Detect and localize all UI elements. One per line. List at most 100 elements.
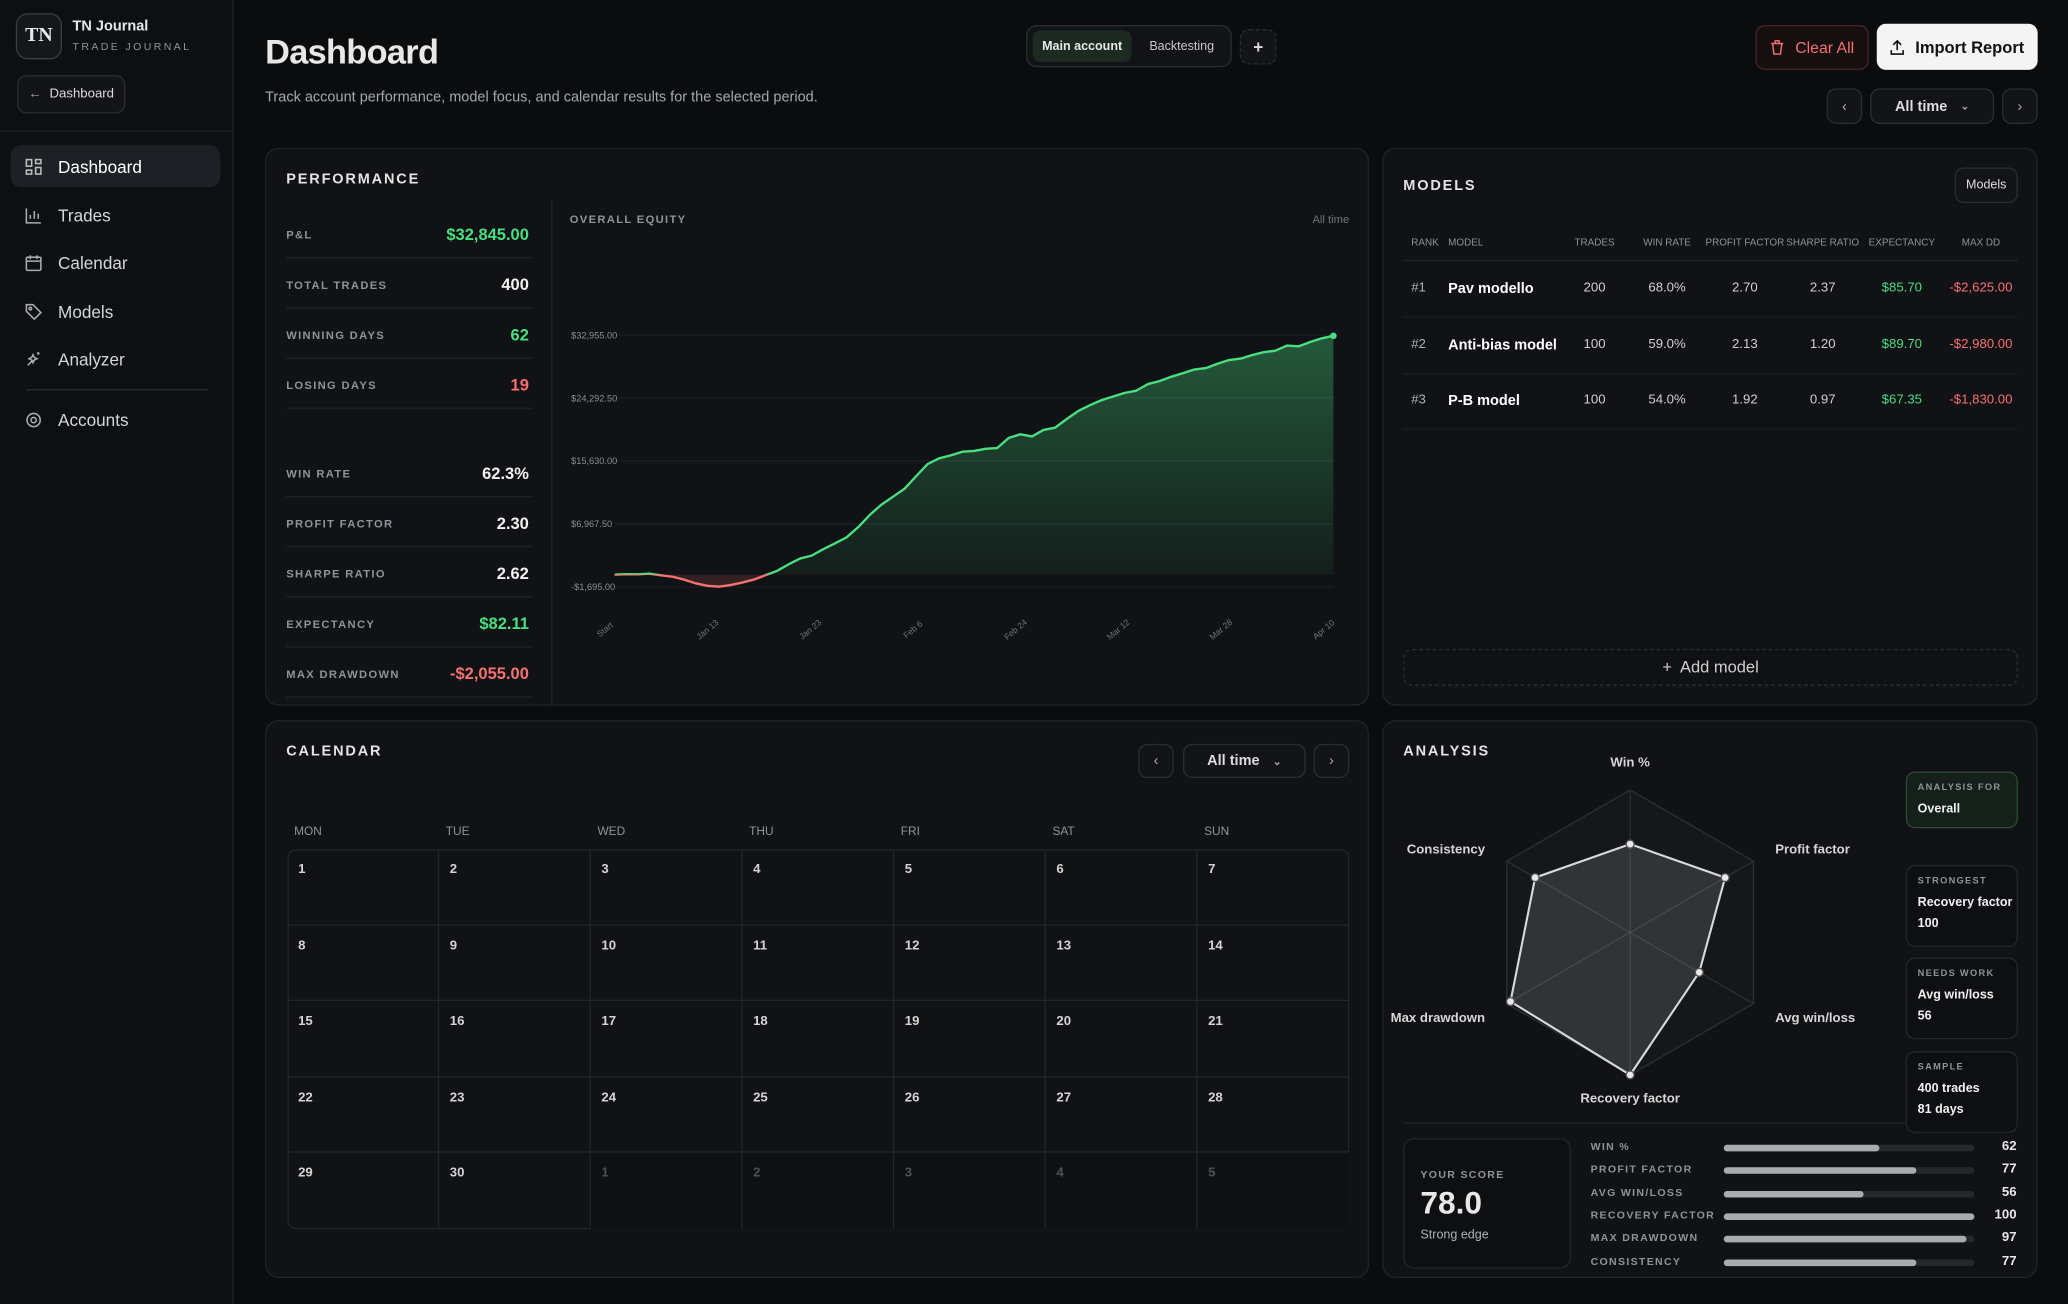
nav-item[interactable]: Dashboard	[10, 145, 221, 188]
divider	[1403, 428, 2018, 430]
calendar-day[interactable]	[894, 1152, 1046, 1229]
day-number: 1	[601, 1165, 609, 1181]
stat-value: -$2,055.00	[450, 664, 529, 684]
import-button[interactable]: Import Report	[1876, 23, 2038, 70]
calendar-day[interactable]	[1045, 849, 1198, 926]
models-button[interactable]: Models	[1954, 167, 2018, 204]
calendar-day[interactable]	[590, 849, 743, 926]
column-header: RANK	[1411, 236, 1439, 248]
add-model-button[interactable]: + Add model	[1403, 648, 2018, 686]
nav-item[interactable]: Analyzer	[11, 338, 221, 380]
radar-point	[1694, 967, 1704, 977]
calendar-day[interactable]	[1045, 1152, 1198, 1229]
table-cell: 59.0%	[1648, 336, 1686, 352]
nav-item[interactable]: Trades	[11, 194, 221, 236]
x-tick-label: Apr 10	[1311, 617, 1337, 641]
nav-item[interactable]: Models	[11, 290, 221, 332]
divider	[1403, 259, 2018, 262]
chart-title: OVERALL EQUITY	[569, 212, 687, 226]
calendar-day[interactable]	[287, 925, 440, 1002]
calendar-day[interactable]	[439, 925, 591, 1002]
day-number: 19	[904, 1014, 920, 1029]
calendar-day[interactable]	[742, 849, 895, 926]
day-number: 1	[298, 862, 306, 878]
tab-active[interactable]: Main account	[1032, 30, 1132, 62]
tab[interactable]: Backtesting	[1149, 38, 1215, 54]
divider	[551, 199, 553, 707]
calendar-day[interactable]	[894, 925, 1046, 1002]
calendar-day[interactable]	[742, 925, 895, 1002]
period-select[interactable]: All time ⌄	[1870, 88, 1995, 124]
prev-month[interactable]: ‹	[1138, 743, 1174, 779]
calendar-day[interactable]	[1197, 1077, 1350, 1153]
calendar-day[interactable]	[1197, 1152, 1350, 1229]
analysis-card	[1905, 864, 2018, 947]
clear-button[interactable]: Clear All	[1755, 25, 1869, 70]
calendar-period-select[interactable]: All time ⌄	[1183, 743, 1306, 779]
day-number: 10	[601, 938, 617, 953]
calendar-day[interactable]	[1197, 849, 1350, 926]
day-number: 16	[449, 1014, 465, 1029]
bar	[1723, 1167, 1917, 1175]
calendar-day[interactable]	[287, 849, 440, 926]
table-cell: #3	[1411, 393, 1426, 408]
day-number: 5	[1208, 1165, 1216, 1181]
calendar-day[interactable]	[894, 849, 1046, 926]
calendar-day[interactable]	[1045, 1076, 1198, 1153]
calendar-day[interactable]	[742, 1152, 895, 1229]
next-period[interactable]: ›	[2002, 88, 2038, 124]
card-text: Overall	[1917, 801, 1961, 817]
calendar-day[interactable]	[894, 1001, 1046, 1077]
page-subtitle: Track account performance, model focus, …	[265, 89, 818, 106]
y-tick-label: $15,630.00	[571, 456, 617, 466]
calendar-day[interactable]	[288, 1152, 440, 1229]
calendar-day[interactable]	[287, 1076, 440, 1153]
bar	[1723, 1213, 1975, 1220]
day-number: 3	[904, 1165, 913, 1181]
stat-value: 2.62	[496, 564, 529, 583]
stat-label: LOSING DAYS	[286, 378, 377, 392]
calendar-day[interactable]	[287, 1001, 440, 1077]
nav-item[interactable]: Accounts	[11, 398, 221, 440]
weekday-label: SAT	[1052, 824, 1075, 838]
calendar-day[interactable]	[590, 925, 743, 1002]
day-number: 2	[449, 862, 458, 878]
prev-period[interactable]: ‹	[1826, 88, 1863, 124]
calendar-day[interactable]	[894, 1076, 1046, 1153]
equity-line	[614, 334, 1334, 588]
calendar-day[interactable]	[439, 849, 591, 926]
back-button[interactable]: ← Dashboard	[17, 75, 126, 114]
calendar-day[interactable]	[742, 1076, 895, 1153]
calendar-day[interactable]	[1197, 1001, 1350, 1077]
day-number: 21	[1208, 1014, 1223, 1029]
card-label: SAMPLE	[1917, 1062, 1965, 1072]
stat-value: 62.3%	[482, 464, 529, 483]
day-number: 23	[449, 1090, 465, 1105]
icon	[27, 351, 40, 366]
day-number: 5	[904, 862, 913, 878]
stat-label: MAX DRAWDOWN	[286, 667, 400, 681]
calendar-day[interactable]	[742, 1001, 895, 1077]
calendar-panel: CALENDAR ‹ All time ⌄ › MON TUE WED THU FRI SA…	[265, 720, 1369, 1278]
day-number: 14	[1208, 938, 1223, 953]
calendar-day[interactable]	[1197, 925, 1350, 1002]
nav-item[interactable]: Calendar	[11, 241, 221, 283]
icon	[1890, 39, 1905, 55]
y-tick-label: $6,967.50	[571, 519, 612, 529]
import-label: Import Report	[1915, 37, 2025, 57]
calendar-day[interactable]	[590, 1152, 743, 1229]
weekday-label: TUE	[445, 824, 470, 838]
calendar-day[interactable]	[439, 1001, 591, 1077]
calendar-day[interactable]	[1045, 1001, 1198, 1077]
calendar-day[interactable]	[439, 1076, 591, 1153]
calendar-day[interactable]	[1045, 925, 1198, 1002]
next-month[interactable]: ›	[1313, 743, 1350, 779]
nav-label: Dashboard	[58, 156, 142, 177]
calendar-day[interactable]	[439, 1152, 591, 1229]
add-account-button[interactable]: +	[1239, 29, 1277, 65]
radar-chart: Win % Profit factor Avg win/loss Recovery f…	[1391, 754, 1856, 1105]
calendar-day[interactable]	[590, 1001, 743, 1077]
day-number: 4	[1056, 1165, 1064, 1181]
calendar-day[interactable]	[590, 1076, 743, 1153]
card-text: 400 trades	[1917, 1080, 1980, 1096]
